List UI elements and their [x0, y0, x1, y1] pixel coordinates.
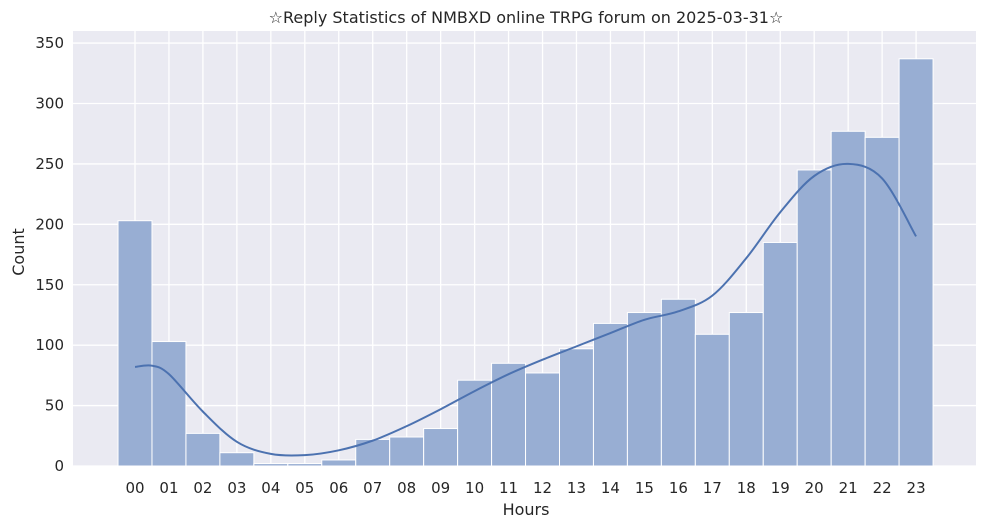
bar-07 — [355, 438, 391, 467]
y-tick-label: 200 — [35, 215, 64, 233]
bar-16 — [660, 298, 696, 467]
bar-14 — [592, 322, 628, 467]
y-tick-label: 50 — [45, 397, 64, 415]
bar-18 — [728, 312, 764, 467]
x-tick-label: 12 — [533, 479, 552, 497]
y-tick-label: 300 — [35, 95, 64, 113]
y-tick-label: 350 — [35, 34, 64, 52]
x-tick-label: 18 — [737, 479, 756, 497]
y-tick-label: 250 — [35, 155, 64, 173]
x-tick-label: 16 — [669, 479, 688, 497]
bar-09 — [423, 428, 459, 467]
bar-04 — [253, 463, 289, 467]
x-tick-label: 17 — [703, 479, 722, 497]
x-axis-ticks: 00 01 02 03 04 05 06 07 08 09 10 11 12 13 14 15 16 17 18 19… — [125, 479, 925, 497]
y-tick-label: 150 — [35, 276, 64, 294]
x-tick-label: 06 — [329, 479, 348, 497]
x-tick-label: 19 — [771, 479, 790, 497]
bars — [117, 58, 934, 467]
x-tick-label: 09 — [431, 479, 450, 497]
x-tick-label: 08 — [397, 479, 416, 497]
bar-02 — [185, 432, 221, 467]
bar-10 — [457, 379, 493, 467]
bar-03 — [219, 452, 255, 467]
y-tick-label: 0 — [54, 457, 64, 475]
bar-19 — [762, 241, 798, 467]
bar-08 — [389, 436, 425, 467]
x-tick-label: 04 — [261, 479, 280, 497]
bar-06 — [321, 459, 357, 467]
x-tick-label: 05 — [295, 479, 314, 497]
x-tick-label: 20 — [805, 479, 824, 497]
bar-11 — [491, 362, 527, 467]
bar-15 — [626, 312, 662, 467]
x-tick-label: 13 — [567, 479, 586, 497]
kde-curve-group — [134, 162, 917, 457]
x-tick-label: 22 — [873, 479, 892, 497]
bar-23 — [898, 58, 934, 467]
bar-17 — [694, 333, 730, 467]
x-tick-label: 23 — [907, 479, 926, 497]
y-tick-label: 100 — [35, 336, 64, 354]
bar-21 — [830, 130, 866, 467]
bar-01 — [151, 341, 187, 467]
y-axis-label: Count — [9, 228, 28, 276]
chart-title: ☆Reply Statistics of NMBXD online TRPG f… — [269, 8, 784, 27]
x-tick-label: 21 — [839, 479, 858, 497]
x-tick-label: 14 — [601, 479, 620, 497]
x-tick-label: 15 — [635, 479, 654, 497]
bar-22 — [864, 136, 900, 467]
x-axis-label: Hours — [503, 500, 550, 519]
bar-20 — [796, 169, 832, 467]
x-tick-label: 03 — [227, 479, 246, 497]
kde-curve — [134, 162, 917, 457]
x-tick-label: 02 — [193, 479, 212, 497]
x-tick-label: 07 — [363, 479, 382, 497]
y-axis-ticks: 0 50 100 150 200 250 300 350 — [35, 34, 64, 475]
x-tick-label: 11 — [499, 479, 518, 497]
x-tick-label: 10 — [465, 479, 484, 497]
bar-05 — [287, 463, 323, 467]
x-tick-label: 01 — [159, 479, 178, 497]
x-tick-label: 00 — [125, 479, 144, 497]
bar-00 — [117, 220, 153, 467]
bar-13 — [559, 348, 594, 467]
bar-12 — [525, 372, 560, 467]
